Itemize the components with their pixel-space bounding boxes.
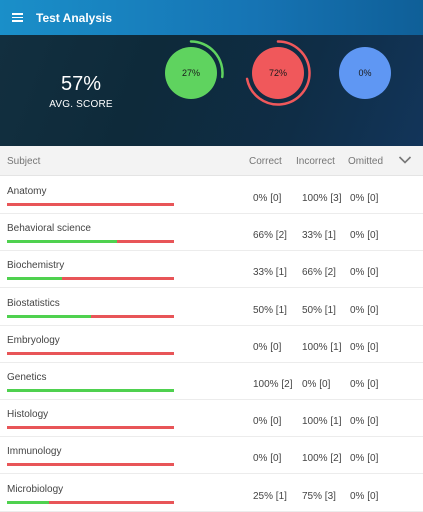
incorrect-cell: 33% [1] (302, 230, 336, 242)
table-header: Subject Correct Incorrect Omitted (0, 146, 423, 176)
score-bar-correct-fill (7, 240, 118, 244)
score-bar (7, 500, 174, 504)
subject-name: Immunology (7, 446, 62, 458)
table-row[interactable]: Microbiology 25% [1] 75% [3] 0% [0] (0, 475, 423, 512)
subject-name: Biochemistry (7, 260, 65, 272)
subject-name: Histology (7, 409, 49, 421)
correct-cell: 0% [0] (253, 453, 282, 465)
omitted-cell: 0% [0] (350, 341, 379, 353)
correct-cell: 25% [1] (253, 490, 287, 502)
subject-name: Embryology (7, 334, 60, 346)
score-bar (7, 277, 174, 281)
score-bar-correct-fill (7, 314, 91, 318)
correct-cell: 0% [0] (253, 193, 282, 204)
table-row[interactable]: Biostatistics 50% [1] 50% [1] 0% [0] (0, 289, 423, 326)
header-subject[interactable]: Subject (7, 156, 41, 167)
subject-name: Biostatistics (7, 297, 60, 309)
omitted-cell: 0% [0] (350, 490, 379, 502)
table-row[interactable]: Biochemistry 33% [1] 66% [2] 0% [0] (0, 251, 423, 289)
score-bar (7, 426, 174, 430)
header-incorrect[interactable]: Incorrect (296, 156, 335, 167)
table-row[interactable]: Anatomy 0% [0] 100% [3] 0% [0] (0, 177, 423, 214)
omitted-cell: 0% [0] (350, 453, 379, 465)
score-summary-panel: 57% AVG. SCORE 27% 72% 0% (0, 35, 423, 146)
incorrect-cell: 100% [1] (302, 416, 342, 428)
omitted-percent: 0% (358, 68, 372, 78)
subject-name: Microbiology (7, 483, 64, 495)
correct-cell: 0% [0] (253, 341, 282, 353)
score-bar (7, 389, 174, 392)
correct-cell: 66% [2] (253, 230, 287, 242)
incorrect-cell: 0% [0] (302, 379, 331, 390)
score-bar-correct-fill (7, 500, 49, 504)
incorrect-percent: 72% (268, 68, 287, 78)
score-bar-correct-fill (7, 277, 63, 281)
chevron-down-icon[interactable] (398, 154, 412, 166)
header-omitted[interactable]: Omitted (348, 156, 384, 167)
score-bar (7, 240, 174, 244)
correct-score-ring: 27% (158, 40, 224, 106)
correct-cell: 33% [1] (253, 267, 287, 279)
omitted-cell: 0% [0] (350, 230, 379, 242)
incorrect-cell: 100% [2] (302, 453, 342, 465)
omitted-score-ring: 0% (332, 40, 398, 106)
correct-cell: 50% [1] (253, 304, 287, 316)
table-row[interactable]: Histology 0% [0] 100% [1] 0% [0] (0, 400, 423, 438)
hamburger-menu-icon[interactable] (0, 0, 35, 35)
table-row[interactable]: Behavioral science 66% [2] 33% [1] 0% [0] (0, 214, 423, 252)
omitted-cell: 0% [0] (350, 379, 379, 390)
correct-cell: 100% [2] (253, 379, 293, 390)
omitted-cell: 0% [0] (350, 304, 379, 316)
incorrect-score-ring: 72% (245, 40, 311, 106)
subject-name: Behavioral science (7, 223, 91, 235)
correct-percent: 27% (181, 68, 200, 78)
incorrect-cell: 100% [3] (302, 193, 342, 204)
incorrect-cell: 100% [1] (302, 341, 342, 353)
score-bar (7, 463, 174, 467)
correct-cell: 0% [0] (253, 416, 282, 428)
score-bar (7, 351, 174, 355)
table-row[interactable]: Immunology 0% [0] 100% [2] 0% [0] (0, 437, 423, 475)
table-row[interactable]: Genetics 100% [2] 0% [0] 0% [0] (0, 363, 423, 400)
incorrect-cell: 66% [2] (302, 267, 336, 279)
subject-name: Anatomy (7, 186, 47, 197)
page-title: Test Analysis (36, 10, 113, 25)
incorrect-cell: 50% [1] (302, 304, 336, 316)
incorrect-cell: 75% [3] (302, 490, 336, 502)
omitted-cell: 0% [0] (350, 416, 379, 428)
app-bar: Test Analysis (0, 0, 423, 35)
table-row[interactable]: Embryology 0% [0] 100% [1] 0% [0] (0, 326, 423, 363)
average-score-label: AVG. SCORE (49, 99, 113, 110)
omitted-cell: 0% [0] (350, 193, 379, 204)
score-bar (7, 203, 174, 206)
subject-name: Genetics (7, 372, 47, 383)
score-bar-correct-fill (7, 389, 174, 392)
score-bar (7, 314, 174, 318)
average-score: 57% AVG. SCORE (40, 73, 122, 110)
header-correct[interactable]: Correct (249, 156, 282, 167)
omitted-cell: 0% [0] (350, 267, 379, 279)
average-score-value: 57% (60, 73, 102, 95)
